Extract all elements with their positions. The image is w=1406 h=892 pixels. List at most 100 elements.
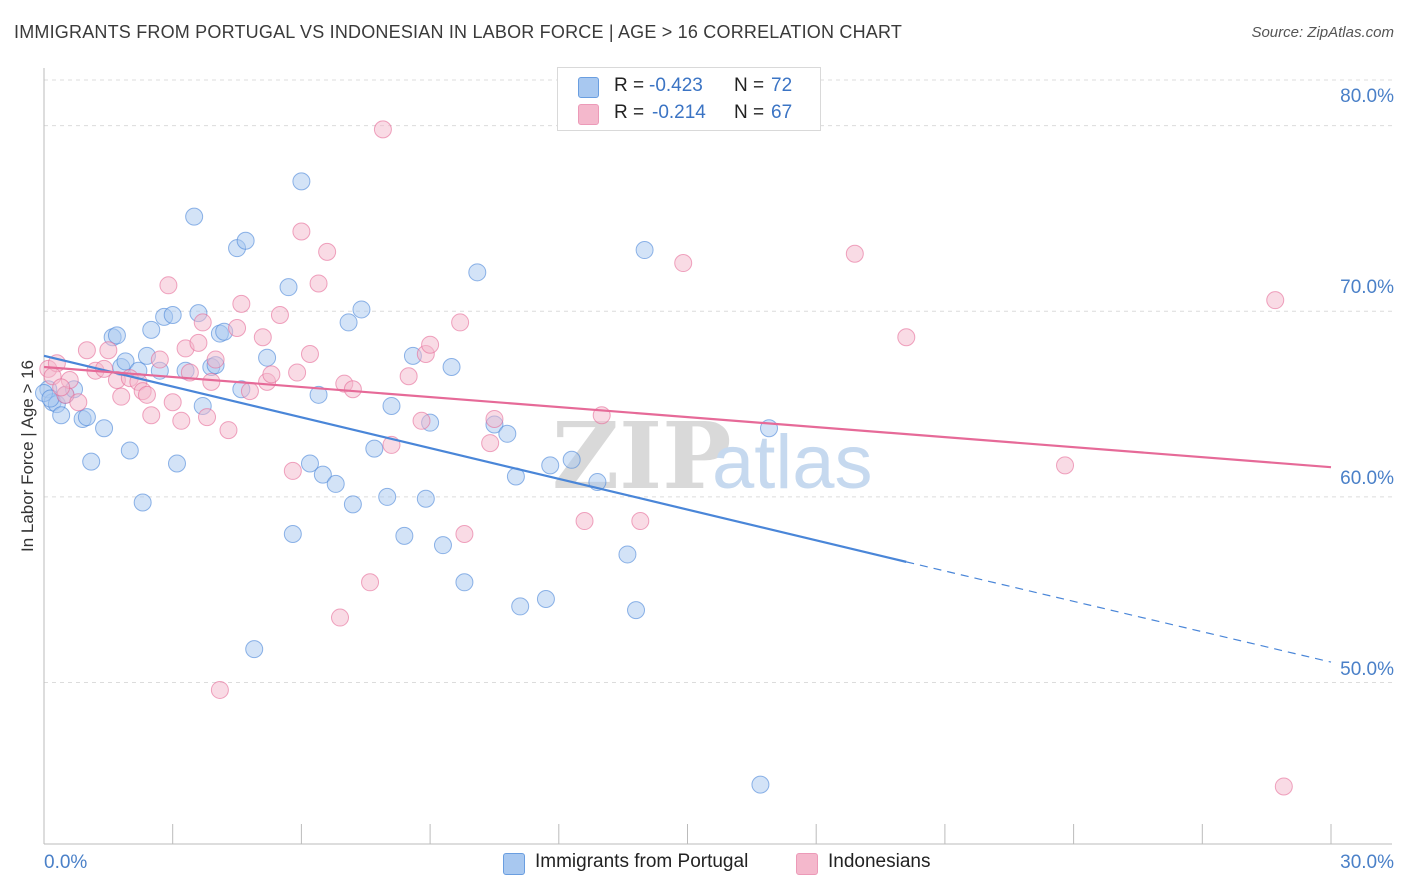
indonesians-point — [137, 385, 156, 404]
portugal-point — [511, 597, 530, 616]
indonesians-point — [897, 328, 916, 347]
r-value: -0.423 — [649, 75, 703, 96]
indonesians-point — [300, 344, 319, 363]
portugal-point — [120, 441, 139, 460]
indonesians-point — [1274, 777, 1293, 796]
portugal-point — [442, 357, 461, 376]
portugal-point — [382, 396, 401, 415]
trendline-portugal — [43, 354, 907, 563]
portugal-point — [313, 465, 332, 484]
portugal-point — [618, 545, 637, 564]
y-tick-label-50: 50.0% — [1340, 659, 1394, 680]
portugal-point — [258, 348, 277, 367]
n-value: 72 — [771, 75, 793, 96]
portugal-point — [433, 536, 452, 555]
portugal-point — [107, 326, 126, 345]
portugal-point — [536, 589, 555, 608]
indonesians-point — [361, 573, 380, 592]
portugal-point — [309, 385, 328, 404]
indonesians-point — [206, 350, 225, 369]
indonesians-point — [283, 461, 302, 480]
indonesians-point — [99, 341, 118, 360]
indonesians-point — [172, 411, 191, 430]
portugal-point — [245, 640, 264, 659]
watermark-atlas: atlas — [712, 420, 873, 505]
indonesians-point — [455, 525, 474, 544]
portugal-point — [163, 306, 182, 325]
indonesians-point — [219, 421, 238, 440]
y-tick-label-70: 70.0% — [1340, 277, 1394, 298]
legend-label-indonesians: Indonesians — [828, 851, 931, 872]
indonesians-point — [288, 363, 307, 382]
portugal-point — [378, 487, 397, 506]
indonesians-point — [189, 333, 208, 352]
indonesians-point — [631, 512, 650, 531]
x-tick-label-min: 0.0% — [44, 852, 88, 873]
indonesians-point — [399, 367, 418, 386]
indonesians-point — [421, 335, 440, 354]
y-tick-label-60: 60.0% — [1340, 468, 1394, 489]
chart-title: IMMIGRANTS FROM PORTUGAL VS INDONESIAN I… — [14, 22, 903, 42]
portugal-point — [77, 408, 96, 427]
n-value: 67 — [771, 102, 793, 123]
portugal-point — [300, 454, 319, 473]
portugal-point — [185, 207, 204, 226]
portugal-point — [343, 495, 362, 514]
stats-swatch-indonesians — [578, 104, 599, 125]
indonesians-point — [202, 372, 221, 391]
indonesians-point — [485, 409, 504, 428]
source-credit: Source: ZipAtlas.com — [1251, 24, 1394, 41]
indonesians-point — [373, 120, 392, 139]
portugal-point — [627, 601, 646, 620]
portugal-point — [116, 352, 135, 371]
indonesians-point — [270, 306, 289, 325]
indonesians-point — [481, 434, 500, 453]
gridlines — [44, 79, 1392, 684]
indonesians-point — [232, 294, 251, 313]
legend-swatch-portugal — [503, 853, 525, 875]
y-axis-label: In Labor Force | Age > 16 — [18, 359, 37, 553]
x-tick-label-max: 30.0% — [1340, 852, 1394, 873]
portugal-point — [142, 320, 161, 339]
indonesians-point — [253, 328, 272, 347]
trendline-indonesians — [43, 365, 1332, 469]
n-label: N = — [734, 75, 765, 96]
portugal-point — [455, 573, 474, 592]
indonesians-point — [142, 406, 161, 425]
portugal-point — [635, 241, 654, 260]
portugal-point — [352, 300, 371, 319]
portugal-point — [283, 525, 302, 544]
portugal-point — [326, 474, 345, 493]
trendlines — [43, 354, 1332, 663]
indonesians-point — [69, 393, 88, 412]
portugal-point — [395, 526, 414, 545]
stats-swatch-portugal — [578, 77, 599, 98]
indonesians-point — [575, 512, 594, 531]
portugal-point — [279, 278, 298, 297]
portugal-point — [468, 263, 487, 282]
indonesians-point — [845, 244, 864, 263]
indonesians-point — [112, 387, 131, 406]
indonesians-point — [228, 319, 247, 337]
indonesians-point — [318, 242, 337, 261]
portugal-point — [167, 454, 186, 473]
indonesians-point — [412, 411, 431, 430]
portugal-point — [562, 450, 581, 469]
indonesians-point — [163, 393, 182, 412]
n-label: N = — [734, 102, 765, 123]
portugal-point — [339, 313, 358, 332]
indonesians-point — [674, 254, 693, 273]
r-label: R = — [614, 75, 645, 96]
indonesians-point — [52, 378, 71, 397]
legend-label-portugal: Immigrants from Portugal — [535, 851, 749, 872]
portugal-point — [82, 452, 101, 471]
portugal-point — [95, 419, 114, 438]
portugal-point — [416, 489, 435, 508]
portugal-point — [236, 231, 255, 250]
axes — [43, 68, 1392, 845]
r-value: -0.214 — [652, 102, 706, 123]
portugal-point — [365, 439, 384, 458]
indonesians-point — [1266, 291, 1285, 310]
r-label: R = — [614, 102, 645, 123]
watermark-zip: ZIP — [552, 402, 731, 510]
